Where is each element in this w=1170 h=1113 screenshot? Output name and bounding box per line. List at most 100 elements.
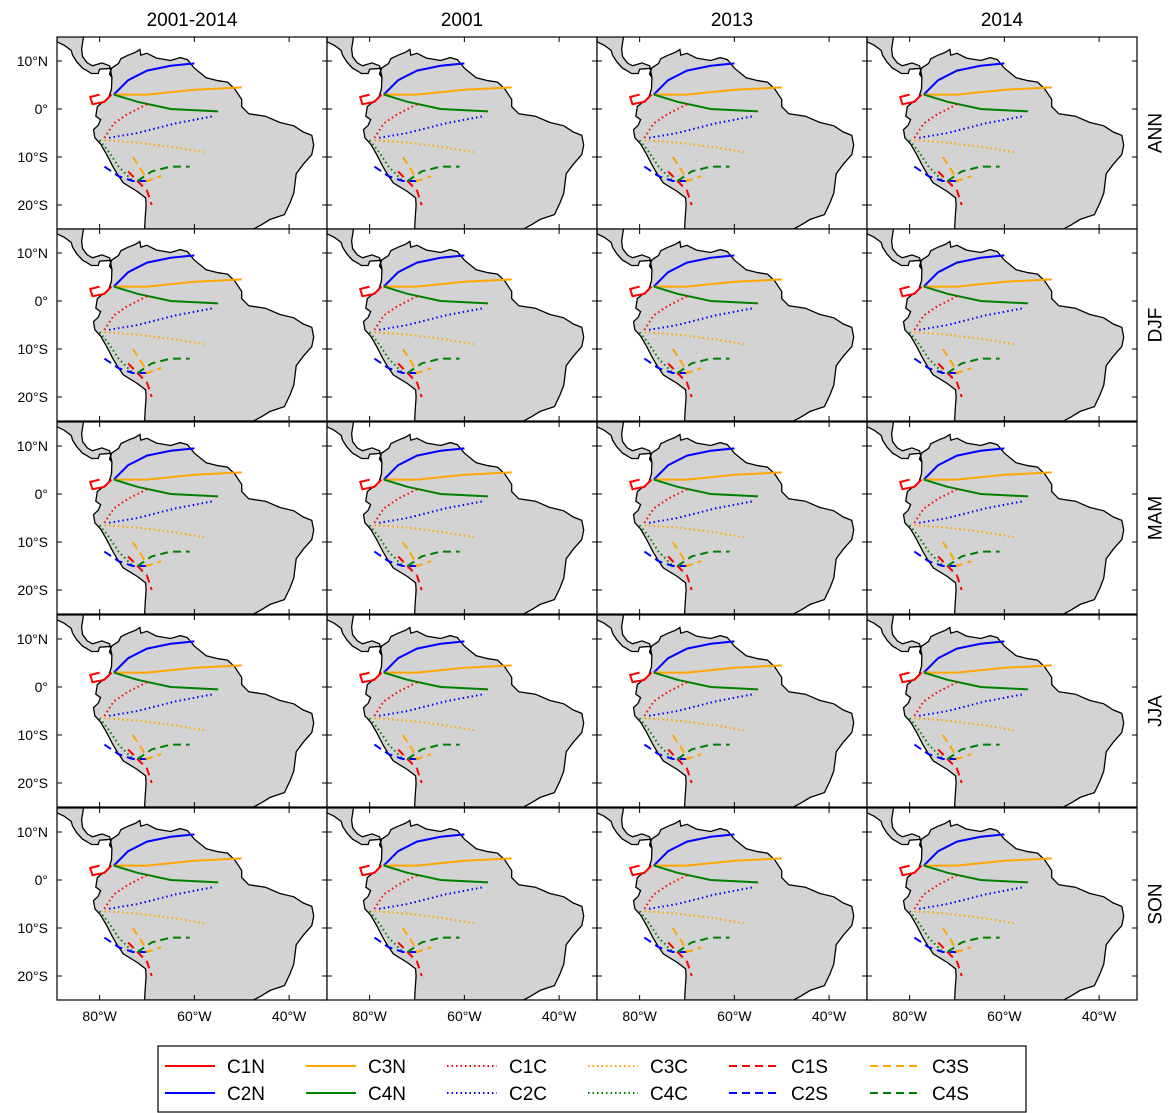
trajectory-C2C	[918, 307, 1024, 331]
trajectory-C1S	[937, 555, 963, 591]
trajectory-C4N	[653, 285, 759, 305]
trajectory-C2S	[643, 936, 687, 953]
trajectory-C2C	[378, 307, 484, 331]
trajectory-C4C	[908, 717, 944, 760]
legend-label-C4C: C4C	[650, 1084, 688, 1105]
row-label-DJF: DJF	[1146, 308, 1167, 343]
map-panel-MAM-2001-2014	[56, 421, 328, 615]
trajectory-C2N	[923, 640, 1005, 674]
trajectory-C4C	[638, 139, 674, 182]
legend-label-C1C: C1C	[509, 1057, 547, 1078]
trajectory-C3N	[923, 664, 1052, 674]
trajectory-C4S	[676, 165, 730, 182]
row-label-MAM: MAM	[1146, 496, 1167, 540]
trajectory-C1C	[103, 295, 148, 331]
map-panel-DJF-2001-2014	[56, 228, 328, 422]
trajectory-C4N	[383, 93, 489, 113]
trajectory-C2N	[653, 62, 735, 96]
trajectory-C2C	[648, 307, 754, 331]
trajectory-C4N	[923, 671, 1029, 691]
trajectory-C1S	[397, 748, 423, 784]
lat-tick-label: 10°N	[17, 438, 48, 454]
trajectory-C4N	[923, 478, 1029, 498]
column-title-0: 2001-2014	[147, 10, 238, 31]
trajectory-C1S	[397, 555, 423, 591]
trajectory-C4C	[908, 139, 944, 182]
trajectory-C1N	[88, 671, 113, 684]
trajectory-C1N	[88, 864, 113, 877]
lat-tick-label: 10°N	[17, 631, 48, 647]
trajectory-C3N	[113, 86, 242, 96]
lon-tick-label: 40°W	[1082, 1008, 1117, 1024]
lat-tick-label: 10°S	[17, 534, 48, 550]
map-panel-JJA-2013	[596, 614, 868, 808]
lat-tick-label: 0°	[35, 486, 48, 502]
trajectory-C1S	[937, 748, 963, 784]
map-panel-ANN-2001	[326, 36, 598, 230]
trajectory-C3N	[923, 86, 1052, 96]
trajectory-C1N	[358, 93, 383, 106]
map-panel-ANN-2014	[866, 36, 1138, 230]
trajectory-C3N	[113, 664, 242, 674]
trajectory-C4N	[653, 93, 759, 113]
trajectory-C2N	[113, 447, 195, 481]
trajectory-C4S	[136, 936, 190, 953]
trajectory-C4C	[638, 910, 674, 953]
trajectory-C1C	[913, 488, 958, 524]
trajectory-C4S	[676, 357, 730, 374]
trajectory-C1C	[643, 295, 688, 331]
trajectory-C4N	[653, 671, 759, 691]
trajectory-C2N	[923, 62, 1005, 96]
trajectory-C1N	[88, 478, 113, 491]
trajectory-C3C	[374, 139, 474, 154]
trajectory-C2N	[113, 833, 195, 867]
lon-tick-label: 60°W	[447, 1008, 482, 1024]
trajectory-C4C	[638, 331, 674, 374]
map-panel-DJF-2001	[326, 228, 598, 422]
lat-tick-label: 10°N	[17, 245, 48, 261]
trajectory-C2C	[918, 115, 1024, 139]
trajectory-C1C	[103, 874, 148, 910]
trajectory-C3N	[923, 471, 1052, 481]
trajectory-C4N	[113, 864, 219, 884]
trajectory-C2C	[918, 886, 1024, 910]
legend-label-C4N: C4N	[368, 1084, 406, 1105]
trajectory-C4C	[98, 717, 134, 760]
lon-tick-label: 80°W	[622, 1008, 657, 1024]
trajectory-C1N	[88, 93, 113, 106]
trajectory-C4S	[946, 936, 1000, 953]
trajectory-C4S	[676, 743, 730, 760]
central-america-landmass	[57, 808, 113, 849]
central-america-landmass	[867, 37, 923, 78]
central-america-landmass	[327, 422, 383, 463]
trajectory-C3C	[644, 139, 744, 154]
trajectory-C2S	[103, 936, 147, 953]
trajectory-C3C	[104, 524, 204, 539]
trajectory-C1S	[127, 748, 153, 784]
lat-tick-label: 0°	[35, 101, 48, 117]
trajectory-C4N	[653, 864, 759, 884]
trajectory-C4C	[368, 139, 404, 182]
trajectory-C3N	[113, 471, 242, 481]
trajectory-C4N	[383, 285, 489, 305]
central-america-landmass	[57, 615, 113, 656]
trajectory-C3C	[374, 331, 474, 346]
trajectory-C4N	[383, 671, 489, 691]
trajectory-C3N	[923, 857, 1052, 867]
trajectory-C3C	[644, 717, 744, 732]
trajectory-C3N	[383, 857, 512, 867]
trajectory-C4C	[908, 331, 944, 374]
trajectory-C1C	[913, 295, 958, 331]
trajectory-C3C	[374, 524, 474, 539]
trajectory-C1N	[898, 478, 923, 491]
trajectory-C1C	[103, 103, 148, 139]
trajectory-C4S	[946, 550, 1000, 567]
column-title-1: 2001	[441, 10, 483, 31]
trajectory-C2N	[383, 447, 465, 481]
trajectory-C1N	[88, 285, 113, 298]
trajectory-C3N	[653, 857, 782, 867]
column-title-3: 2014	[981, 10, 1024, 31]
trajectory-C4N	[383, 478, 489, 498]
trajectory-C1C	[103, 681, 148, 717]
trajectory-C2N	[653, 254, 735, 288]
